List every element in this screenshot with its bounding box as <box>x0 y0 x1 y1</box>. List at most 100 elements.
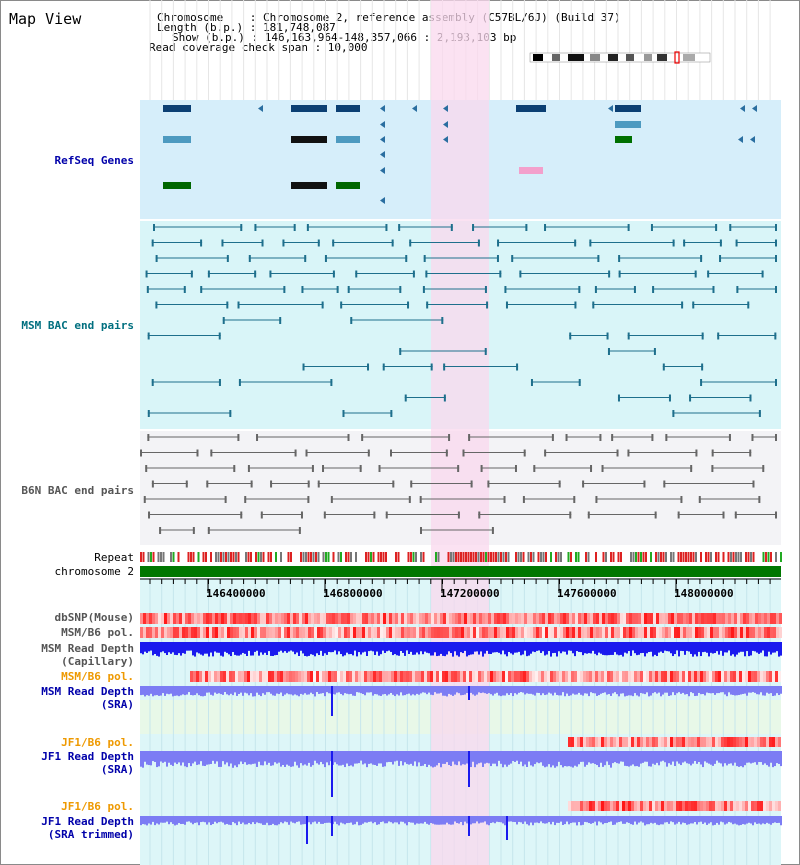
polymorphism-heat <box>736 737 739 747</box>
read-depth-bar <box>402 751 404 766</box>
read-depth-bar <box>446 751 448 763</box>
polymorphism-heat <box>239 613 242 624</box>
read-depth-bar <box>204 642 206 654</box>
read-depth-bar <box>616 751 618 764</box>
bac-end <box>608 270 611 278</box>
read-depth-bar <box>372 642 374 652</box>
read-depth-bar <box>502 816 504 824</box>
label-refseq-genes[interactable]: RefSeq Genes <box>54 154 134 167</box>
label-jf1-depth-sra-sub: (SRA) <box>100 763 134 776</box>
polymorphism-heat <box>575 627 578 638</box>
repeat-mark <box>557 552 560 562</box>
polymorphism-heat <box>392 627 395 638</box>
read-depth-bar <box>182 642 184 654</box>
read-depth-bar <box>640 642 642 654</box>
polymorphism-heat <box>719 627 722 638</box>
read-depth-bar <box>156 751 158 768</box>
polymorphism-heat <box>529 671 532 682</box>
label-jf1-b6-pol-1: JF1/B6 pol. <box>61 736 134 749</box>
read-depth-bar <box>276 642 278 655</box>
read-depth-bar <box>730 686 732 695</box>
read-depth-bar <box>592 642 594 651</box>
polymorphism-heat <box>530 627 533 638</box>
read-depth-bar <box>420 816 422 824</box>
polymorphism-heat <box>605 613 608 624</box>
read-depth-bar <box>654 642 656 655</box>
read-depth-bar <box>396 751 398 761</box>
read-depth-bar <box>534 751 536 765</box>
label-b6n-bac-end-pairs[interactable]: B6N BAC end pairs <box>21 484 134 497</box>
read-depth-bar <box>492 751 494 764</box>
read-depth-bar <box>592 686 594 694</box>
read-depth-bar <box>670 816 672 822</box>
read-depth-bar <box>146 686 148 696</box>
read-depth-bar <box>210 816 212 826</box>
read-depth-bar <box>164 816 166 823</box>
polymorphism-heat <box>643 671 646 682</box>
read-depth-bar <box>732 686 734 695</box>
polymorphism-heat <box>559 671 562 682</box>
read-depth-bar <box>736 751 738 767</box>
polymorphism-heat <box>692 613 695 624</box>
read-depth-bar <box>754 751 756 763</box>
bac-end <box>749 394 752 402</box>
repeat-mark <box>660 552 662 562</box>
read-depth-bar <box>280 686 282 693</box>
read-depth-bar <box>540 686 542 696</box>
read-depth-bar <box>708 816 710 824</box>
repeat-mark <box>327 552 330 562</box>
repeat-mark <box>452 552 455 562</box>
polymorphism-heat <box>472 671 475 682</box>
read-depth-bar <box>474 816 476 824</box>
read-depth-bar <box>610 751 612 768</box>
polymorphism-heat <box>322 671 325 682</box>
polymorphism-heat <box>473 613 476 624</box>
polymorphism-heat <box>319 671 322 682</box>
bac-end <box>711 465 714 472</box>
repeat-mark <box>495 552 497 562</box>
read-depth-bar <box>298 686 300 697</box>
bac-end <box>484 348 487 355</box>
polymorphism-heat <box>433 671 436 682</box>
read-depth-bar <box>268 642 270 652</box>
read-depth-bar <box>480 642 482 652</box>
read-depth-bar <box>672 816 674 823</box>
read-depth-bar <box>580 816 582 826</box>
read-depth-bar <box>174 751 176 763</box>
read-depth-bar <box>220 686 222 695</box>
read-depth-bar <box>286 816 288 823</box>
read-depth-bar <box>448 751 450 766</box>
repeat-mark <box>305 552 307 562</box>
bac-end <box>689 394 692 402</box>
polymorphism-heat <box>275 627 278 638</box>
read-depth-bar <box>248 642 250 651</box>
read-depth-bar <box>152 751 154 762</box>
polymorphism-heat <box>293 613 296 624</box>
read-depth-bar <box>158 686 160 696</box>
read-depth-bar <box>612 686 614 694</box>
bac-end <box>700 379 703 386</box>
bac-end <box>618 270 621 278</box>
polymorphism-heat <box>641 613 644 624</box>
polymorphism-heat <box>436 671 439 682</box>
read-depth-bar <box>574 751 576 766</box>
bac-end <box>340 301 343 309</box>
read-depth-bar <box>464 816 466 822</box>
read-depth-bar <box>524 642 526 651</box>
label-msm-bac-end-pairs[interactable]: MSM BAC end pairs <box>21 319 134 332</box>
bac-end <box>505 301 508 309</box>
repeat-mark <box>770 552 772 562</box>
read-depth-bar <box>670 686 672 696</box>
polymorphism-heat <box>328 671 331 682</box>
read-depth-bar <box>724 686 726 695</box>
read-depth-bar <box>208 751 210 765</box>
read-depth-bar <box>320 686 322 694</box>
read-depth-bar <box>698 686 700 693</box>
read-depth-bar <box>650 816 652 823</box>
repeat-mark <box>727 552 730 562</box>
read-depth-bar <box>418 642 420 655</box>
repeat-mark <box>775 552 777 562</box>
read-depth-bar <box>378 686 380 696</box>
bac-end <box>408 496 411 503</box>
read-depth-bar <box>364 816 366 823</box>
